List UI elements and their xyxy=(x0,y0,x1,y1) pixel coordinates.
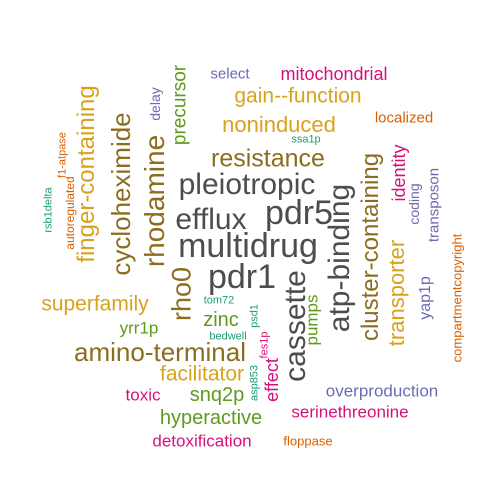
word-hyperactive: hyperactive xyxy=(159,407,263,429)
word-yrr1p: yrr1p xyxy=(119,318,159,338)
word-snq2p: snq2p xyxy=(189,384,245,406)
word-superfamily: superfamily xyxy=(41,292,149,316)
word-resistance: resistance xyxy=(211,144,325,173)
word-rsb1delta: rsb1delta xyxy=(42,187,55,233)
word-yap1p: yap1p xyxy=(417,276,434,320)
word-serinethreonine: serinethreonine xyxy=(291,402,409,422)
word-delay: delay xyxy=(147,87,163,121)
word-pdr1: pdr1 xyxy=(207,258,277,296)
word-f1-atpase: f1-atpase xyxy=(56,132,69,178)
word-autoregulated: autoregulated xyxy=(63,176,77,250)
word-atp-binding: atp-binding xyxy=(323,183,356,333)
word-coding: coding xyxy=(406,183,422,225)
word-facilitator: facilitator xyxy=(159,362,245,386)
word-compartmentcopyright: compartmentcopyright xyxy=(449,233,465,363)
word-cluster-containing: cluster-containing xyxy=(357,152,384,342)
word-efflux: efflux xyxy=(175,203,247,236)
word-finger-containing: finger-containing xyxy=(73,85,100,263)
word-multidrug: multidrug xyxy=(178,227,318,265)
word-localized: localized xyxy=(374,109,434,127)
word-psd1: psd1 xyxy=(248,304,261,328)
word-tom72: tom72 xyxy=(203,294,235,307)
word-asp853: asp853 xyxy=(248,364,261,402)
word-ssa1p: ssa1p xyxy=(291,133,321,146)
word-gain--function: gain--function xyxy=(234,84,362,108)
word-fes1p: fes1p xyxy=(258,331,271,359)
word-toxic: toxic xyxy=(125,385,161,405)
word-mitochondrial: mitochondrial xyxy=(280,64,388,84)
word-pumps: pumps xyxy=(302,294,322,346)
word-pleiotropic: pleiotropic xyxy=(178,168,316,201)
word-zinc: zinc xyxy=(203,309,239,331)
word-amino-terminal: amino-terminal xyxy=(74,337,246,367)
word-overproduction: overproduction xyxy=(325,381,439,401)
word-effect: effect xyxy=(262,358,282,402)
word-bedwell: bedwell xyxy=(209,330,247,343)
word-rho0: rho0 xyxy=(166,266,197,322)
word-transposon: transposon xyxy=(425,167,443,243)
word-noninduced: noninduced xyxy=(222,112,336,137)
word-cycloheximide: cycloheximide xyxy=(106,112,136,276)
word-pdr5: pdr5 xyxy=(264,194,334,232)
word-floppase: floppase xyxy=(283,433,333,449)
word-detoxification: detoxification xyxy=(152,431,252,451)
word-transporter: transporter xyxy=(384,239,409,347)
word-precursor: precursor xyxy=(169,64,191,146)
word-rhodamine: rhodamine xyxy=(139,134,170,268)
word-select: select xyxy=(210,65,250,83)
